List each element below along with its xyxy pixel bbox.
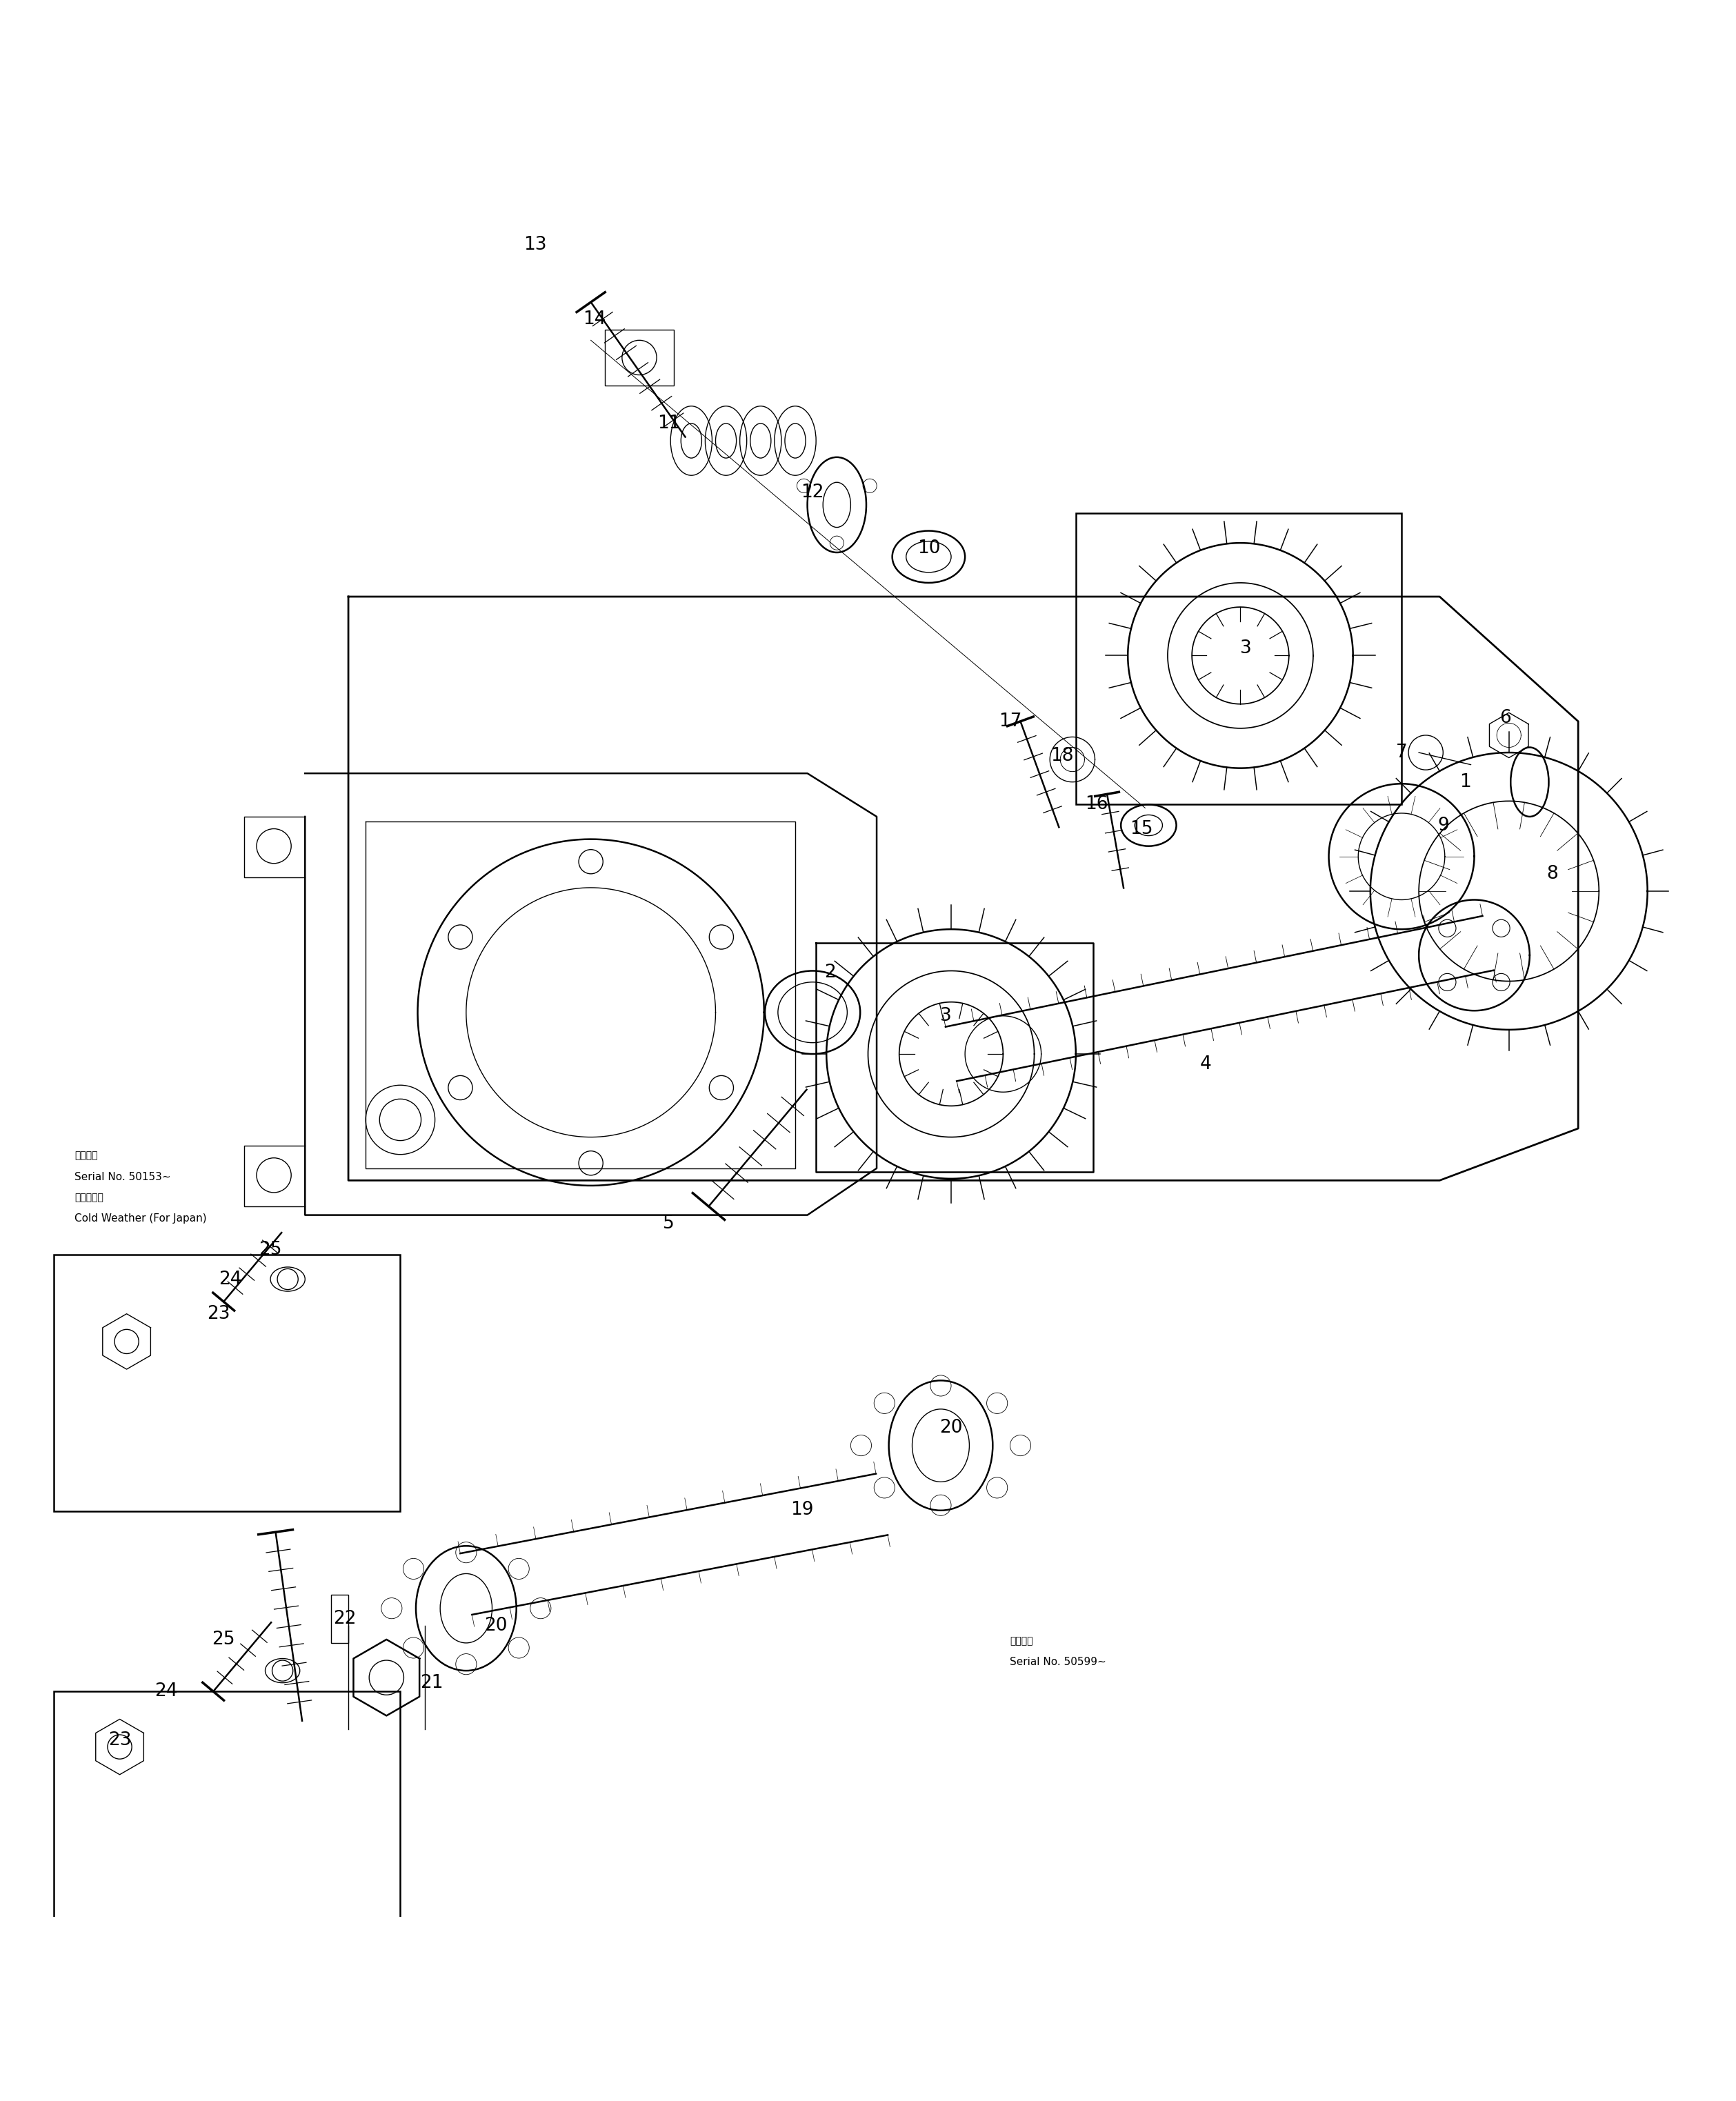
Text: 25: 25 <box>259 1242 281 1258</box>
Text: 17: 17 <box>998 712 1021 731</box>
Text: 10: 10 <box>917 540 941 557</box>
Text: 13: 13 <box>524 235 547 254</box>
Text: 19: 19 <box>790 1500 814 1519</box>
Text: 適用機機: 適用機機 <box>1010 1637 1033 1645</box>
Bar <box>1076 513 1401 805</box>
Bar <box>332 1595 349 1643</box>
Text: 3: 3 <box>1240 639 1252 658</box>
Text: 24: 24 <box>155 1683 179 1700</box>
Text: Cold Weather (For Japan): Cold Weather (For Japan) <box>75 1214 207 1223</box>
Text: 11: 11 <box>658 414 681 433</box>
Text: 9: 9 <box>1437 817 1450 834</box>
Text: Serial No. 50153~: Serial No. 50153~ <box>75 1172 170 1183</box>
Text: 23: 23 <box>207 1305 229 1324</box>
Text: 8: 8 <box>1547 866 1557 882</box>
Text: 4: 4 <box>1200 1055 1212 1074</box>
Text: 16: 16 <box>1085 796 1108 813</box>
Text: 7: 7 <box>1396 744 1408 761</box>
Text: 2: 2 <box>825 964 835 981</box>
Text: 20: 20 <box>484 1616 507 1635</box>
Text: 23: 23 <box>108 1731 132 1748</box>
Bar <box>54 1254 401 1511</box>
Text: 22: 22 <box>333 1609 356 1628</box>
Text: 国内雪小用: 国内雪小用 <box>75 1193 104 1202</box>
Text: 6: 6 <box>1500 708 1512 727</box>
Text: 24: 24 <box>219 1271 241 1288</box>
Bar <box>54 1691 401 1948</box>
Text: 5: 5 <box>663 1214 675 1233</box>
Text: Serial No. 50599~: Serial No. 50599~ <box>1010 1658 1106 1668</box>
Text: 12: 12 <box>800 483 825 502</box>
Text: 14: 14 <box>583 311 606 328</box>
Bar <box>604 330 674 384</box>
Text: 20: 20 <box>939 1418 963 1437</box>
Text: 18: 18 <box>1050 748 1073 765</box>
Text: 25: 25 <box>212 1630 234 1649</box>
Text: 21: 21 <box>420 1674 443 1691</box>
Text: 適用機機: 適用機機 <box>75 1151 97 1160</box>
Text: 1: 1 <box>1460 773 1472 790</box>
Text: 15: 15 <box>1130 819 1153 838</box>
Text: 3: 3 <box>941 1006 951 1025</box>
